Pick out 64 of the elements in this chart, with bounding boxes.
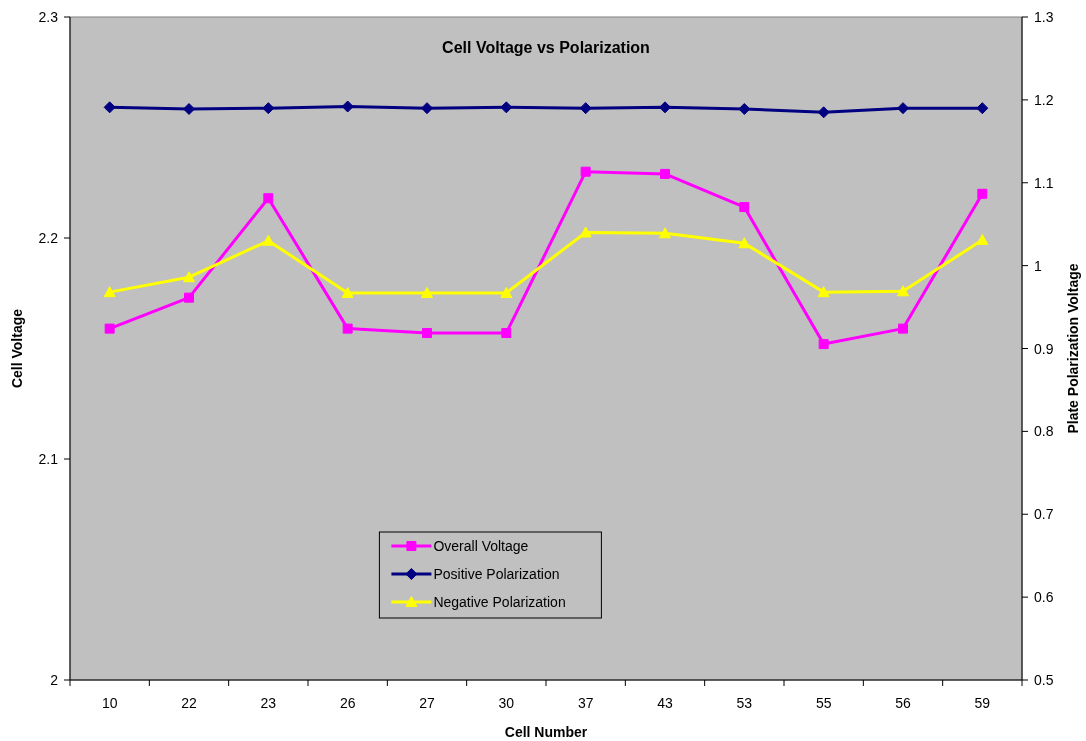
y2-tick-label: 1: [1034, 257, 1042, 274]
y2-tick-label: 0.7: [1034, 506, 1054, 523]
legend-label: Overall Voltage: [433, 538, 529, 554]
x-axis-title: Cell Number: [504, 724, 588, 740]
point: [897, 285, 909, 297]
point: [738, 237, 751, 249]
y2-tick-label: 1.1: [1034, 174, 1054, 191]
point: [341, 100, 354, 113]
x-tick-label: 43: [657, 695, 673, 711]
point: [739, 202, 750, 213]
point: [104, 323, 115, 334]
point: [580, 166, 591, 177]
y-tick-label: 2.3: [38, 9, 59, 25]
point: [421, 102, 433, 115]
x-tick-label: 10: [101, 695, 118, 711]
legend-label: Negative Polarization: [433, 594, 566, 610]
point: [659, 227, 671, 239]
point: [501, 328, 512, 339]
x-tick-label: 53: [736, 695, 753, 711]
point: [977, 188, 988, 199]
x-tick-label: 27: [419, 695, 435, 711]
legend-label: Positive Polarization: [433, 566, 560, 582]
point: [184, 292, 194, 303]
x-tick-label: 30: [498, 695, 515, 711]
point: [976, 102, 989, 115]
y2-tick-label: 1.2: [1034, 91, 1054, 108]
y2-tick-label: 1.3: [1034, 9, 1054, 25]
point: [500, 286, 513, 298]
y2-tick-label: 0.5: [1034, 672, 1054, 688]
x-tick-label: 37: [577, 695, 594, 711]
point: [897, 102, 909, 115]
point: [898, 323, 908, 334]
point: [660, 168, 670, 179]
x-tick-label: 59: [974, 695, 991, 711]
x-tick-label: 22: [181, 695, 197, 711]
y2-tick-label: 0.6: [1034, 589, 1054, 606]
point: [659, 101, 671, 114]
point: [103, 101, 116, 114]
y-tick-label: 2: [50, 672, 59, 688]
point: [263, 193, 274, 204]
point: [500, 101, 513, 114]
point: [262, 234, 275, 246]
y-axis-title: Cell Voltage: [9, 308, 25, 389]
point: [183, 102, 195, 115]
point: [817, 286, 830, 298]
x-tick-label: 23: [260, 695, 277, 711]
point: [183, 271, 195, 283]
point: [817, 106, 830, 119]
y2-axis-title: Plate Polarization Voltage: [1065, 263, 1081, 434]
point: [422, 328, 432, 339]
x-tick-label: 55: [815, 695, 832, 711]
point: [342, 323, 353, 334]
x-tick-label: 56: [895, 695, 911, 711]
y2-tick-label: 0.9: [1034, 340, 1054, 357]
point: [341, 286, 354, 298]
y-tick-label: 2.1: [38, 451, 59, 467]
point: [421, 286, 433, 298]
x-tick-label: 26: [339, 695, 356, 711]
y-tick-label: 2.2: [38, 230, 59, 246]
point: [103, 286, 116, 298]
y2-tick-label: 0.8: [1034, 423, 1054, 440]
point: [818, 339, 829, 350]
text: Cell Voltage vs Polarization: [442, 39, 650, 56]
point: [976, 233, 989, 245]
